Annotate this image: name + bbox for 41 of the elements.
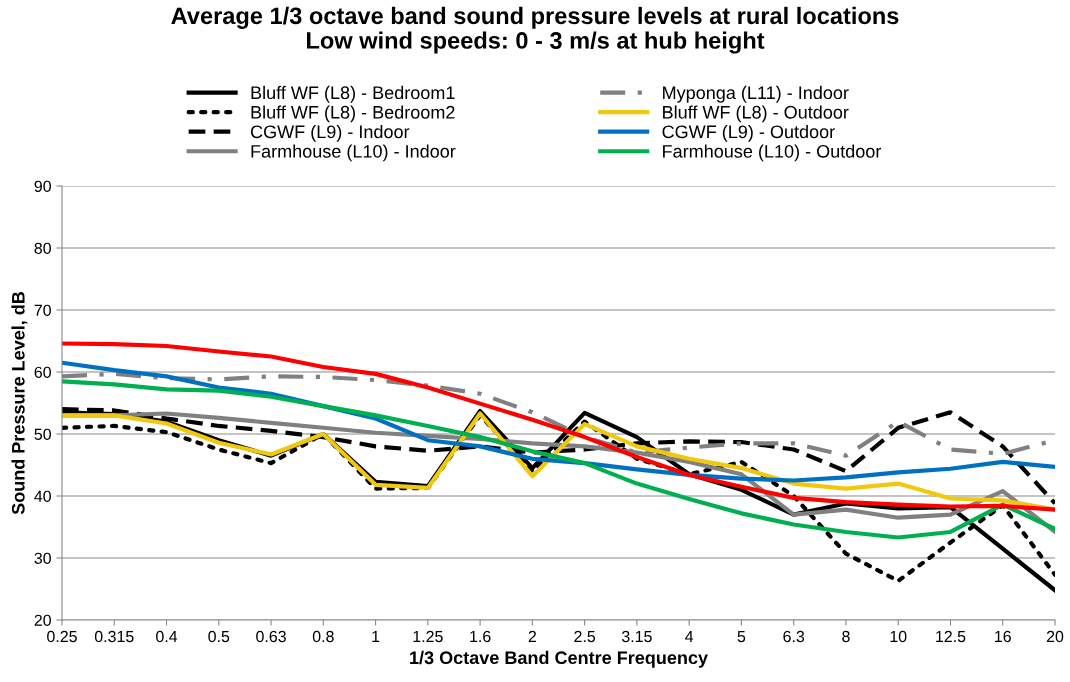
y-tick-label: 80 <box>34 242 51 254</box>
x-tick-label: 1 <box>372 631 380 642</box>
x-tick-label: 1.25 <box>413 630 443 643</box>
legend-label: CGWF (L9) - Indoor <box>250 124 410 142</box>
chart-title: Average 1/3 octave band sound pressure levels at rural locations Low wind speeds: 0 - 3 m/s at hub height <box>171 6 899 54</box>
y-tick-label: 20 <box>34 614 51 626</box>
x-tick-label: 20 <box>1046 630 1064 643</box>
y-tick-label: 60 <box>34 366 51 378</box>
x-tick-label: 0.5 <box>208 630 230 643</box>
x-tick-label: 0.8 <box>312 630 334 643</box>
legend-label: Bluff WF (L8) - Bedroom2 <box>251 105 455 123</box>
y-tick-label: 50 <box>34 428 51 440</box>
x-tick-label: 16 <box>995 630 1011 643</box>
x-tick-label: 2 <box>528 630 537 642</box>
x-tick-label: 12.5 <box>936 630 966 643</box>
y-axis-title: Sound Pressure Level, dB <box>11 291 28 515</box>
x-tick-label: 3.15 <box>621 630 652 643</box>
legend-label: Farmhouse (L10) - Outdoor <box>663 144 882 162</box>
legend-label: CGWF (L9) - Outdoor <box>662 124 835 142</box>
x-tick-label: 6.3 <box>783 630 805 643</box>
x-tick-label: 0.63 <box>256 630 286 643</box>
x-tick-label: 8 <box>842 630 850 643</box>
x-axis-title: 1/3 Octave Band Centre Frequency <box>410 650 708 668</box>
y-tick-label: 40 <box>34 490 51 502</box>
x-tick-label: 1.6 <box>470 630 491 643</box>
x-tick-label: 10 <box>890 630 907 643</box>
legend-label: Bluff WF (L8) - Bedroom1 <box>251 85 455 103</box>
x-tick-label: 0.25 <box>47 630 77 643</box>
y-tick-label: 70 <box>34 304 51 316</box>
x-tick-label: 2.5 <box>574 630 596 643</box>
y-tick-label: 90 <box>34 180 51 192</box>
line-series <box>62 341 1055 512</box>
legend-label: Bluff WF (L8) - Outdoor <box>663 105 849 123</box>
x-tick-label: 5 <box>737 631 746 643</box>
line-series <box>62 379 1055 540</box>
legend-label: Farmhouse (L10) - Indoor <box>251 144 456 162</box>
x-tick-label: 0.315 <box>94 630 134 643</box>
legend-label: Myponga (L11) - Indoor <box>663 85 849 103</box>
x-tick-label: 0.4 <box>156 630 178 643</box>
x-tick-label: 4 <box>685 631 694 642</box>
y-tick-label: 30 <box>34 552 51 564</box>
